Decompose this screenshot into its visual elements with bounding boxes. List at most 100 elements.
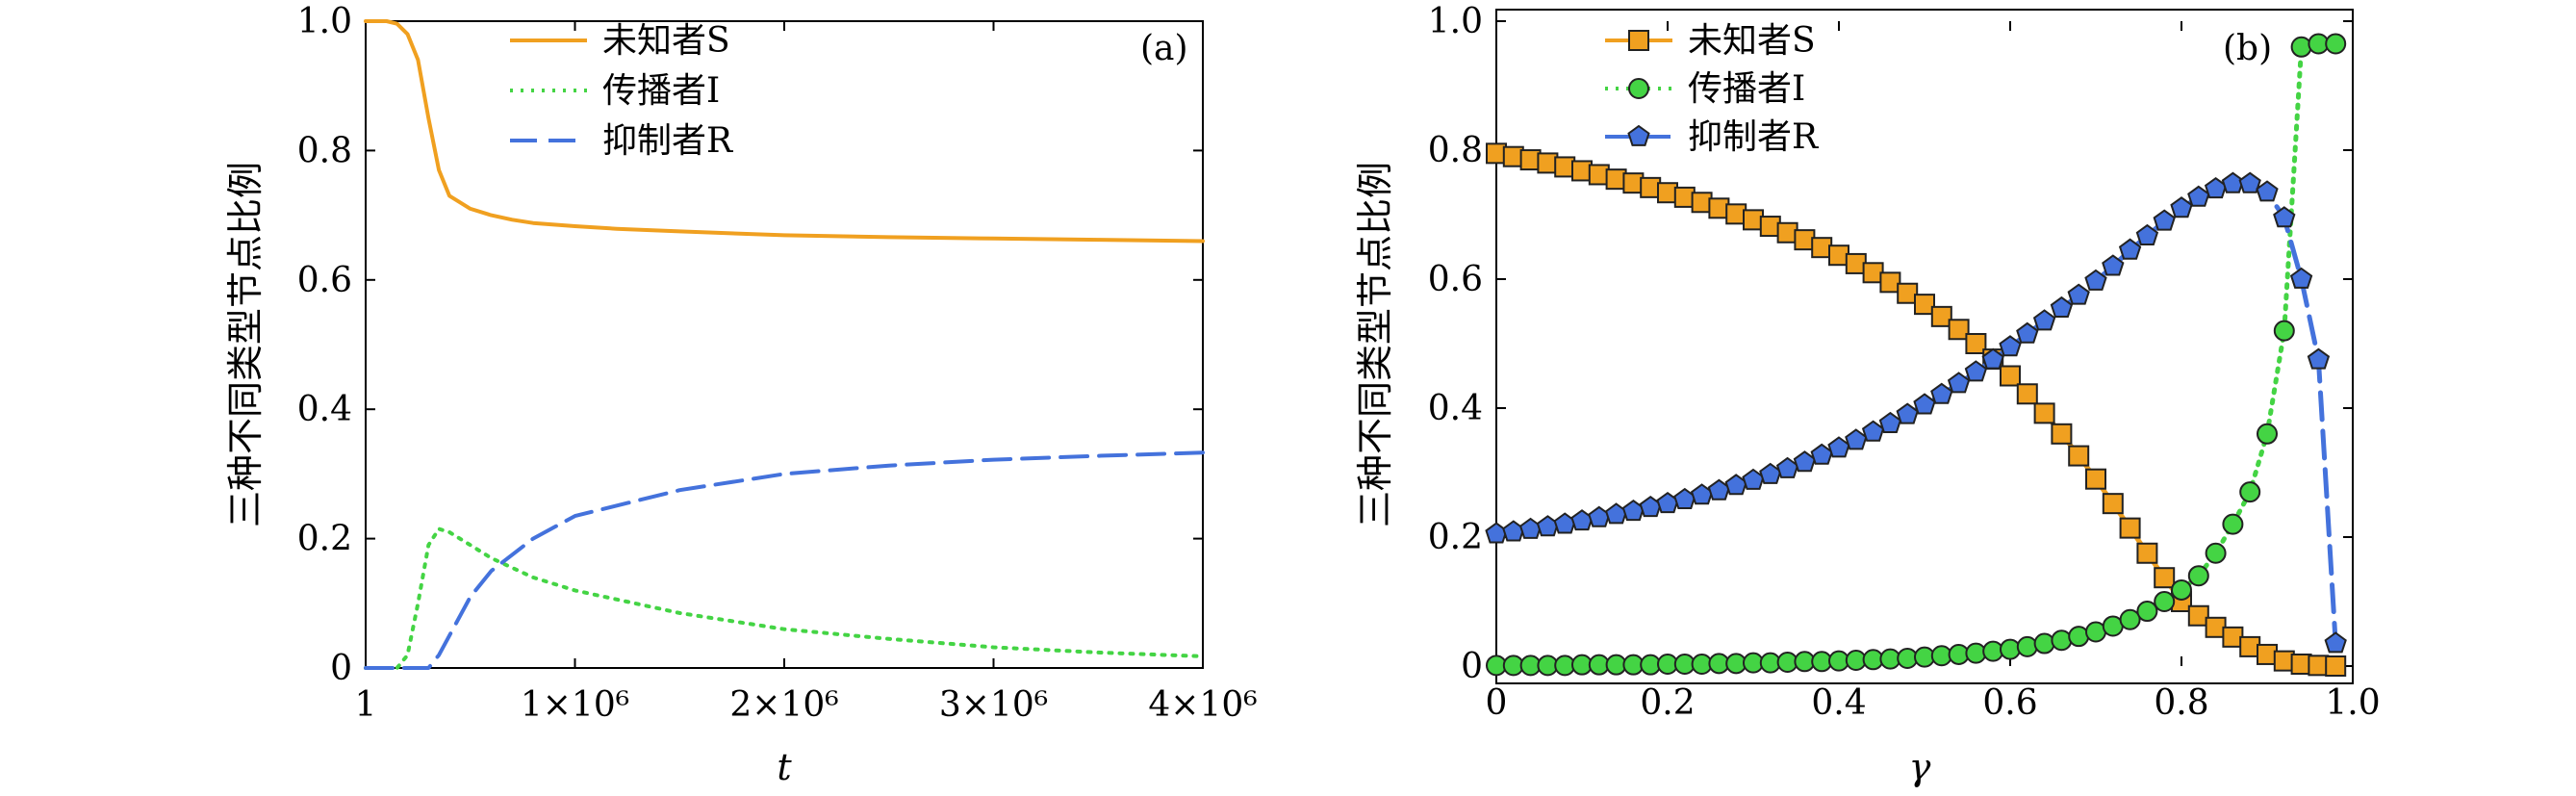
panel-a: 1 1×10⁶ 2×10⁶ 3×10⁶ 4×10⁶ 0 0.2 0.4 0.6 0.8 1.0 (a… xyxy=(224,2,1258,788)
data-point xyxy=(1536,515,1560,537)
data-point xyxy=(2170,196,2193,218)
y-tick-label: 0 xyxy=(1461,647,1483,686)
data-point xyxy=(1965,333,1987,354)
x-tick-label: 0 xyxy=(1486,683,1508,723)
data-point xyxy=(2171,578,2192,601)
panel-a-legend: 未知者S 传播者I 抑制者R xyxy=(510,21,733,161)
data-point xyxy=(1964,360,1988,382)
data-point xyxy=(2016,635,2038,657)
data-point xyxy=(2256,180,2279,202)
series-line xyxy=(364,19,1205,244)
y-tick-label: 1.0 xyxy=(1428,2,1483,41)
x-tick-label: 2×10⁶ xyxy=(729,685,838,725)
y-tick-label: 0.8 xyxy=(297,131,352,170)
data-point xyxy=(2033,632,2055,655)
data-point xyxy=(1897,282,1919,304)
x-tick-label: 0.2 xyxy=(1640,683,1695,723)
panel-a-x-label: t xyxy=(777,746,792,788)
y-tick-label: 0.8 xyxy=(1428,131,1483,170)
data-point xyxy=(2102,254,2125,276)
x-tick-label: 0.6 xyxy=(1982,683,2037,723)
data-point xyxy=(1948,319,1970,341)
series-line xyxy=(364,450,1205,670)
y-tick-label: 0.4 xyxy=(1428,389,1483,428)
data-point xyxy=(2033,402,2055,424)
data-point xyxy=(1878,411,1902,433)
data-point xyxy=(2084,269,2107,291)
data-point xyxy=(2289,267,2313,289)
panel-a-series xyxy=(364,19,1205,670)
panel-b-series xyxy=(1485,33,2347,677)
data-point xyxy=(2119,608,2141,630)
y-tick-label: 0.2 xyxy=(1428,518,1483,557)
x-tick-label: 1×10⁶ xyxy=(521,685,629,725)
legend-label: 抑制者R xyxy=(602,121,733,161)
data-point xyxy=(1947,372,1971,394)
legend-label: 抑制者R xyxy=(1688,117,1819,157)
data-point xyxy=(2273,320,2295,342)
data-point xyxy=(2187,185,2210,207)
data-point xyxy=(1845,428,1868,450)
data-point xyxy=(1930,382,1953,404)
data-point xyxy=(2016,383,2038,405)
data-point xyxy=(1502,520,1525,542)
data-point xyxy=(2154,567,2176,589)
data-point xyxy=(2290,36,2312,58)
legend-marker xyxy=(1627,124,1650,146)
x-tick-label: 0.4 xyxy=(1811,683,1866,723)
data-point xyxy=(1879,271,1901,294)
panel-b-legend: 未知者S 传播者I 抑制者R xyxy=(1605,21,1819,157)
data-point xyxy=(2273,206,2296,228)
data-point xyxy=(2068,626,2090,648)
data-point xyxy=(2050,295,2074,318)
data-point xyxy=(2187,565,2209,587)
legend-label: 传播者I xyxy=(1688,69,1805,109)
data-point xyxy=(2222,513,2244,535)
data-point xyxy=(1930,305,1952,327)
y-tick-label: 0 xyxy=(330,649,352,688)
data-point xyxy=(1604,502,1628,525)
data-point xyxy=(1999,335,2022,357)
data-point xyxy=(2154,591,2176,612)
data-point xyxy=(2032,309,2056,331)
panel-b: 0 0.2 0.4 0.6 0.8 1.0 0 0.2 0.4 0.6 0.8 1.0 (b) 未知者… xyxy=(1354,2,2381,788)
data-point xyxy=(2257,423,2278,445)
data-point xyxy=(1553,512,1576,534)
data-point xyxy=(2136,542,2158,564)
panel-a-tick-labels: 1 1×10⁶ 2×10⁶ 3×10⁶ 4×10⁶ 0 0.2 0.4 0.6 0.8 1.0 xyxy=(297,2,1258,725)
series-line xyxy=(364,526,1205,670)
panel-b-ticks xyxy=(1495,20,2354,667)
data-point xyxy=(2118,238,2142,260)
x-tick-label: 3×10⁶ xyxy=(939,685,1048,725)
data-point xyxy=(2324,631,2347,654)
data-point xyxy=(1981,347,2004,370)
data-point xyxy=(2085,468,2106,490)
x-tick-label: 0.8 xyxy=(2154,683,2208,723)
data-point xyxy=(2307,347,2331,370)
data-point xyxy=(2119,517,2141,539)
data-point xyxy=(1914,294,1935,316)
y-tick-label: 0.6 xyxy=(1428,260,1483,299)
panel-b-tick-labels: 0 0.2 0.4 0.6 0.8 1.0 0 0.2 0.4 0.6 0.8 1.0 xyxy=(1428,2,2381,723)
panel-a-y-label: 三种不同类型节点比例 xyxy=(224,162,267,527)
legend-label: 未知者S xyxy=(1688,21,1816,61)
panel-b-frame xyxy=(1495,9,2354,684)
data-point xyxy=(2067,283,2090,305)
data-point xyxy=(1485,522,1508,544)
y-tick-label: 0.2 xyxy=(297,520,352,559)
legend-label: 传播者I xyxy=(602,71,720,111)
data-point xyxy=(2102,493,2124,515)
panel-a-tag: (a) xyxy=(1140,29,1188,68)
data-point xyxy=(2000,365,2021,387)
data-point xyxy=(1861,420,1885,442)
data-point xyxy=(2000,638,2021,660)
legend-marker xyxy=(1628,30,1649,51)
y-tick-label: 0.6 xyxy=(297,261,352,300)
legend-label: 未知者S xyxy=(602,21,730,61)
data-point xyxy=(2153,209,2176,231)
data-point xyxy=(2051,423,2073,445)
data-point xyxy=(2135,223,2159,245)
panel-b-y-label: 三种不同类型节点比例 xyxy=(1354,162,1396,527)
data-point xyxy=(2239,481,2261,503)
